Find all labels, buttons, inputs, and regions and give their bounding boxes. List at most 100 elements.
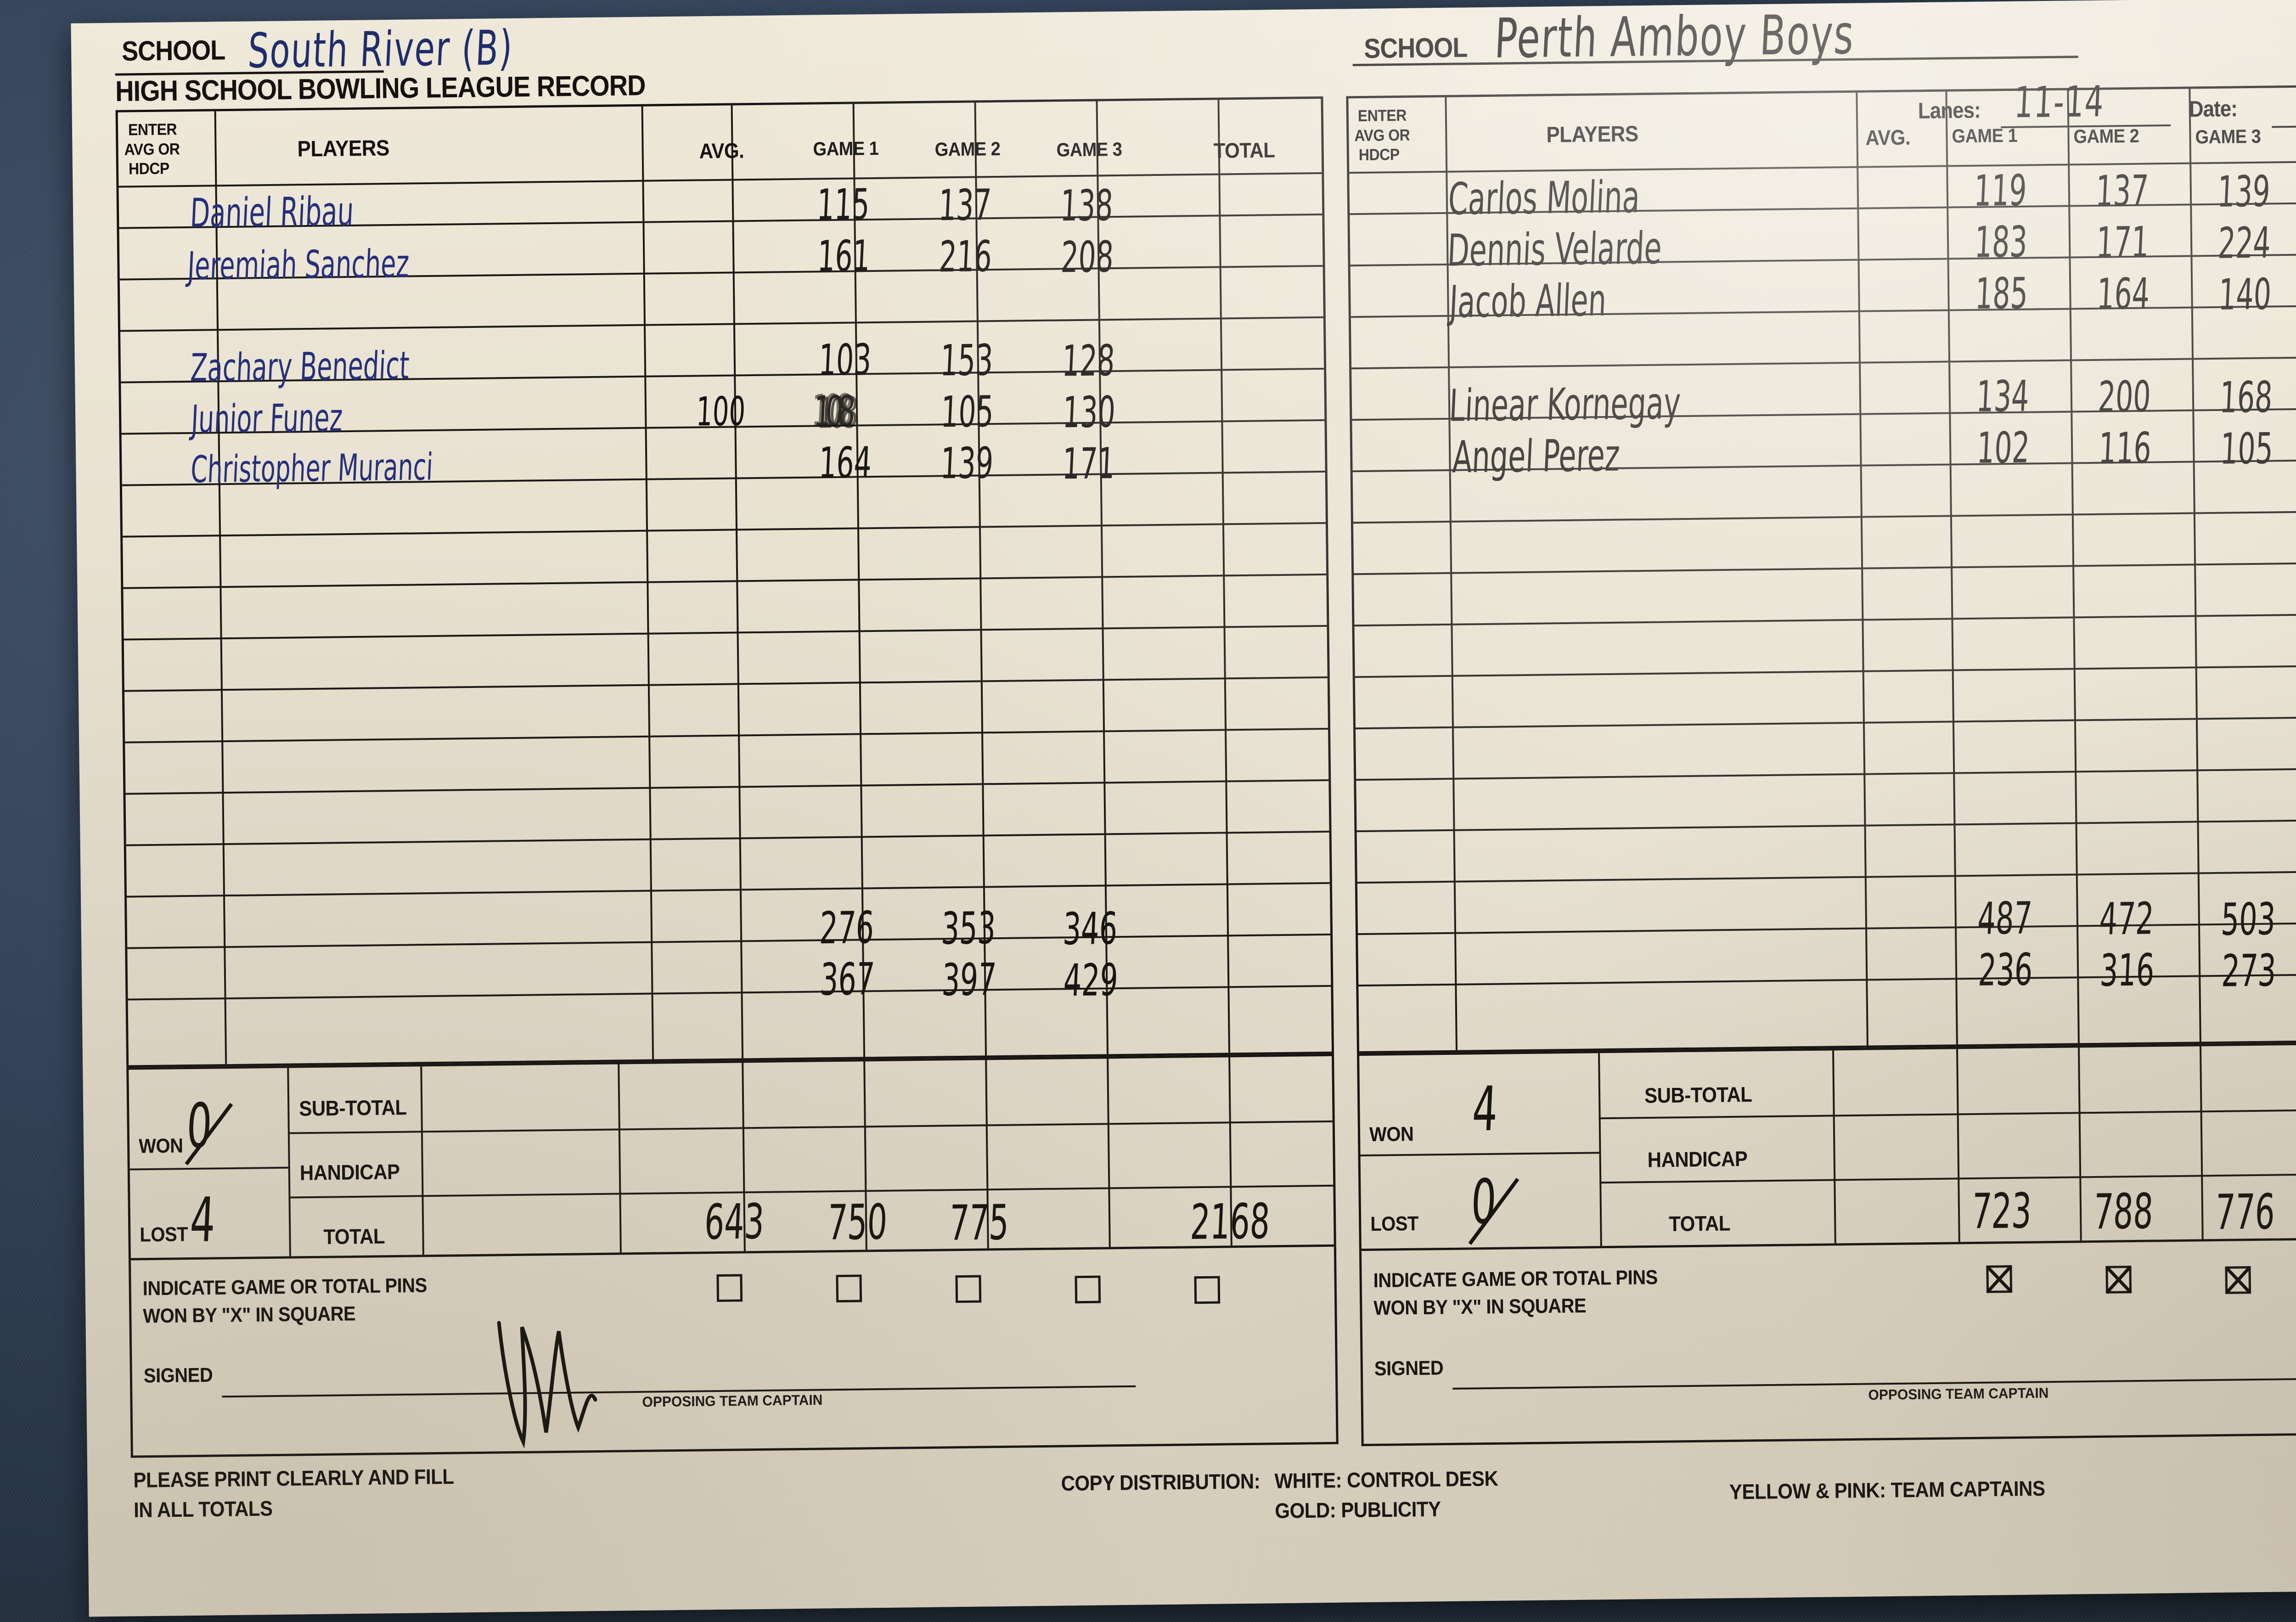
left-player-5-g2: 105 — [940, 387, 995, 438]
right-total-g2: 788 — [2092, 1183, 2155, 1241]
right-subrow-2-g3: 273 — [2220, 944, 2278, 997]
left-player-2-g2: 216 — [938, 231, 993, 282]
left-player-6-g2: 139 — [939, 438, 995, 489]
right-total-g1: 723 — [1970, 1183, 2033, 1240]
left-player-1-g3: 138 — [1059, 180, 1114, 231]
right-player-5-name: Linear Kornegay — [1448, 377, 1682, 432]
left-checkbox-1[interactable] — [716, 1274, 743, 1302]
right-player-5-g2: 200 — [2097, 372, 2152, 423]
left-total-g3: 775 — [948, 1195, 1010, 1252]
right-col-game3: GAME 3 — [2195, 126, 2261, 148]
left-checkbox-2[interactable] — [836, 1274, 862, 1303]
left-checkbox-4[interactable] — [1075, 1275, 1101, 1304]
left-player-6-name: Christopher Muranci — [190, 446, 434, 492]
right-won-value: 4 — [1470, 1074, 1499, 1145]
left-won-label: WON — [138, 1134, 183, 1158]
right-player-6-g3: 105 — [2219, 424, 2274, 475]
right-total-g3: 776 — [2214, 1184, 2276, 1241]
left-player-5-g1: 108 — [812, 387, 851, 437]
left-col-enter-2: AVG OR — [124, 140, 180, 159]
right-checkbox-1-x-icon — [1986, 1265, 2013, 1294]
footer-print-clearly-line1: PLEASE PRINT CLEARLY AND FILL — [133, 1464, 454, 1492]
left-opposing-caption: OPPOSING TEAM CAPTAIN — [642, 1392, 823, 1410]
right-player-3-g1: 185 — [1974, 269, 2029, 320]
right-lost-zero-slash-icon — [1468, 1177, 1519, 1245]
left-player-5-name: Junior Funez — [190, 395, 344, 442]
left-subrow-1-g1: 276 — [818, 901, 875, 954]
left-subrow-1-g2: 353 — [940, 902, 997, 955]
footer-white-copy: WHITE: CONTROL DESK — [1274, 1466, 1498, 1493]
left-lost-label: LOST — [140, 1223, 188, 1246]
footer-yellow-pink-copy: YELLOW & PINK: TEAM CAPTAINS — [1729, 1476, 2045, 1504]
right-subtotal-label: SUB-TOTAL — [1644, 1082, 1752, 1108]
left-checkbox-5[interactable] — [1194, 1276, 1221, 1304]
left-col-game1: GAME 1 — [813, 138, 879, 160]
right-subrow-1-g2: 472 — [2098, 892, 2155, 945]
left-col-game2: GAME 2 — [934, 138, 1001, 161]
left-total-g1: 643 — [703, 1194, 765, 1251]
left-handicap-label: HANDICAP — [299, 1160, 400, 1185]
right-player-2-name: Dennis Velarde — [1446, 222, 1663, 276]
left-subrow-2-g1: 367 — [819, 953, 876, 1006]
left-col-enter-1: ENTER — [128, 120, 177, 139]
right-col-game1: GAME 1 — [1952, 125, 2018, 147]
right-col-enter-1: ENTER — [1357, 106, 1407, 125]
left-player-2-g3: 208 — [1059, 232, 1115, 283]
right-player-2-g2: 171 — [2095, 218, 2150, 269]
right-subrow-2-g2: 316 — [2099, 944, 2155, 997]
left-player-4-g2: 153 — [939, 335, 994, 386]
left-checkbox-3[interactable] — [955, 1275, 982, 1303]
right-player-6-name: Angel Perez — [1451, 429, 1621, 483]
left-school-label: SCHOOL — [121, 34, 225, 67]
left-player-6-g1: 164 — [817, 438, 873, 489]
left-player-4-g3: 128 — [1061, 336, 1116, 387]
left-player-6-g3: 171 — [1061, 439, 1116, 490]
left-col-enter-3: HDCP — [128, 159, 169, 178]
right-won-label: WON — [1369, 1123, 1414, 1146]
right-indicate-line1: INDICATE GAME OR TOTAL PINS — [1373, 1266, 1658, 1292]
left-total-g2: 750 — [826, 1194, 889, 1252]
right-opposing-caption: OPPOSING TEAM CAPTAIN — [1868, 1385, 2049, 1403]
right-player-5-g1: 134 — [1975, 372, 2030, 422]
right-subrow-1-g3: 503 — [2220, 893, 2277, 946]
right-subrow-2-g1: 236 — [1977, 943, 2034, 996]
right-player-1-name: Carlos Molina — [1447, 170, 1641, 225]
left-player-4-name: Zachary Benedict — [189, 343, 411, 391]
left-signature-mark — [497, 1321, 597, 1449]
left-lost-value: 4 — [188, 1184, 217, 1256]
form-title: HIGH SCHOOL BOWLING LEAGUE RECORD — [115, 68, 646, 107]
right-checkbox-3-x-icon — [2224, 1266, 2251, 1295]
footer-copy-distribution: COPY DISTRIBUTION: — [1061, 1469, 1261, 1495]
right-player-6-g2: 116 — [2097, 423, 2153, 474]
left-player-2-g1: 161 — [816, 231, 872, 282]
right-player-3-g3: 140 — [2217, 270, 2273, 321]
right-col-players: PLAYERS — [1546, 121, 1638, 147]
left-won-zero-slash-icon — [185, 1103, 233, 1166]
right-player-6-g1: 102 — [1975, 423, 2031, 474]
left-subrow-2-g3: 429 — [1062, 953, 1120, 1007]
right-player-2-g1: 183 — [1973, 217, 2029, 268]
left-player-5-g3: 130 — [1061, 387, 1117, 438]
left-player-1-g2: 137 — [937, 180, 993, 231]
left-subrow-2-g2: 397 — [940, 953, 998, 1006]
left-total-label: TOTAL — [323, 1224, 385, 1249]
footer-gold-copy: GOLD: PUBLICITY — [1275, 1497, 1441, 1523]
left-player-2-name: Jeremiah Sanchez — [186, 241, 411, 289]
left-subrow-1-g3: 346 — [1062, 902, 1119, 955]
left-player-4-g1: 103 — [817, 335, 872, 386]
footer-print-clearly-line2: IN ALL TOTALS — [133, 1496, 273, 1522]
left-player-1-name: Daniel Ribau — [189, 188, 355, 237]
right-col-avg: AVG. — [1865, 125, 1911, 150]
right-player-1-g1: 119 — [1973, 166, 2028, 217]
right-col-game2: GAME 2 — [2073, 125, 2139, 148]
right-indicate-line2: WON BY "X" IN SQUARE — [1373, 1295, 1587, 1319]
right-checkbox-2-x-icon — [2105, 1265, 2132, 1294]
left-total-grand: 2168 — [1189, 1194, 1272, 1251]
left-signed-label: SIGNED — [143, 1364, 213, 1387]
right-total-label: TOTAL — [1669, 1211, 1731, 1236]
right-col-enter-3: HDCP — [1358, 145, 1400, 164]
right-player-1-g2: 137 — [2094, 166, 2150, 217]
right-col-enter-2: AVG OR — [1354, 125, 1410, 145]
left-col-avg: AVG. — [699, 138, 744, 163]
left-col-players: PLAYERS — [297, 135, 390, 162]
